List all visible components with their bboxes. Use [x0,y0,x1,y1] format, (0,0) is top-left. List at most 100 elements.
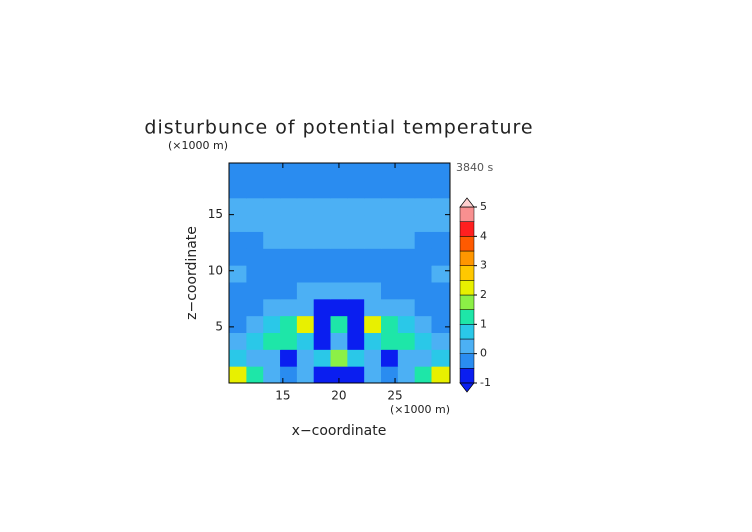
contour-cell [414,366,432,384]
contour-cell [397,197,416,216]
y-tick-label: 5 [215,319,223,333]
contour-cell [246,180,264,199]
contour-cell [280,197,298,216]
contour-cell [381,231,399,249]
contour-cell [229,281,247,300]
contour-cell [313,298,332,317]
contour-cell [381,163,399,182]
colorbar-tick-label: 5 [480,200,487,213]
x-axis-label: x−coordinate [292,423,387,439]
contour-cell [397,248,416,266]
contour-cell [263,366,281,384]
contour-cell [414,281,432,300]
contour-cell [431,366,451,384]
y-tick-label: 15 [208,207,223,221]
contour-cell [397,366,416,384]
contour-cell [280,298,298,317]
contour-cell [414,349,432,367]
contour-cell [229,332,247,350]
contour-cell [364,265,382,283]
contour-cell [381,315,399,333]
contour-cell [296,332,315,350]
contour-cell [229,349,247,367]
contour-cell [246,332,264,350]
contour-cell [414,214,432,232]
contour-cell [229,298,247,317]
contour-cell [330,366,348,384]
contour-cell [313,214,332,232]
contour-cell [296,281,315,300]
contour-cell [313,366,332,384]
contour-cell [263,248,281,266]
contour-cell [414,332,432,350]
contour-cell [347,214,365,232]
contour-cell [313,248,332,266]
contour-cell [397,281,416,300]
contour-cell [313,349,332,367]
contour-cell [280,180,298,199]
colorbar-band [459,338,475,354]
contour-cell [431,231,451,249]
contour-cell [280,281,298,300]
contour-cell [229,315,247,333]
contour-cell [347,332,365,350]
contour-cell [330,214,348,232]
contour-cell [414,298,432,317]
contour-cell [364,349,382,367]
contour-cell [280,315,298,333]
contour-cell [381,349,399,367]
contour-cell [229,214,247,232]
contour-field [229,163,451,384]
contour-cell [431,281,451,300]
contour-cell [280,366,298,384]
chart-title: disturbunce of potential temperature [144,117,533,139]
contour-cell [431,248,451,266]
contour-cell [381,298,399,317]
contour-cell [263,332,281,350]
contour-cell [229,231,247,249]
contour-cell [364,214,382,232]
contour-cell [364,180,382,199]
contour-cell [414,197,432,216]
contour-cell [296,349,315,367]
y-unit: (×1000 m) [168,139,228,152]
contour-cell [280,349,298,367]
contour-cell [263,180,281,199]
contour-cell [330,197,348,216]
colorbar-band [459,324,475,340]
colorbar-tick-label: -1 [480,376,491,389]
contour-cell [296,180,315,199]
contour-cell [381,281,399,300]
contour-cell [381,214,399,232]
colorbar-band [459,280,475,296]
contour-cell [364,366,382,384]
contour-cell [364,197,382,216]
contour-cell [431,197,451,216]
colorbar-band [459,206,475,222]
contour-cell [296,315,315,333]
contour-cell [229,265,247,283]
time-label: 3840 s [456,161,493,174]
contour-cell [381,197,399,216]
colorbar-tick-label: 0 [480,347,487,360]
contour-cell [330,332,348,350]
colorbar-band [459,353,475,369]
contour-cell [296,231,315,249]
contour-cell [381,248,399,266]
contour-cell [330,315,348,333]
contour-cell [313,197,332,216]
contour-cell [381,366,399,384]
contour-cell [246,214,264,232]
contour-cell [347,349,365,367]
contour-cell [330,248,348,266]
y-tick-label: 10 [208,263,223,277]
contour-cell [347,366,365,384]
contour-cell [397,298,416,317]
contour-cell [431,163,451,182]
contour-cell [431,298,451,317]
contour-cell [313,180,332,199]
contour-cell [296,298,315,317]
contour-cell [313,332,332,350]
contour-cell [263,265,281,283]
